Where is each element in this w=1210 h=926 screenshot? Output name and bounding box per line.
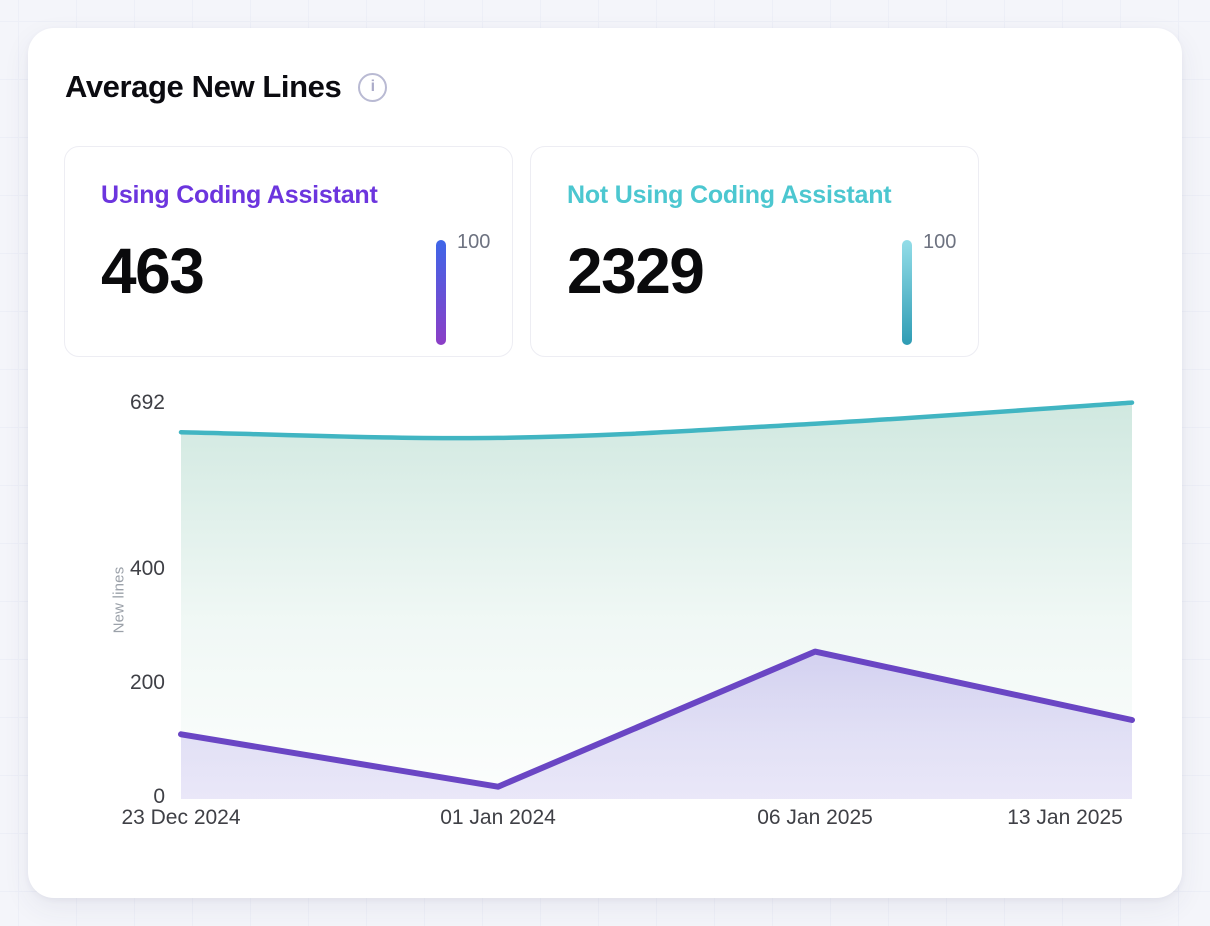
stat-label: Using Coding Assistant (101, 181, 378, 209)
scale-max-label: 100 (923, 231, 957, 253)
stat-value: 463 (101, 235, 205, 307)
x-tick-label: 01 Jan 2024 (440, 806, 556, 829)
stat-card-using-assistant: Using Coding Assistant 463 100 (64, 146, 513, 357)
trend-chart[interactable]: 692 400 200 0 23 Dec 2024 01 Jan 2024 06 Jan … (28, 28, 1182, 898)
x-tick-label: 06 Jan 2025 (757, 806, 873, 829)
gradient-scale-bar (902, 240, 912, 345)
average-new-lines-card: Average New Lines i Using Coding Assista… (28, 28, 1182, 898)
info-icon[interactable]: i (358, 72, 388, 102)
gradient-scale-bar (436, 240, 446, 345)
stat-label: Not Using Coding Assistant (567, 181, 892, 209)
card-header: Average New Lines i (65, 69, 388, 104)
y-tick-label: 400 (129, 557, 165, 580)
x-tick-label: 23 Dec 2024 (121, 806, 241, 829)
scale-max-label: 100 (457, 231, 491, 253)
trend-chart-svg (178, 400, 1135, 799)
x-tick-label: 13 Jan 2025 (1007, 806, 1123, 829)
y-tick-label: 692 (129, 390, 165, 414)
stat-value: 2329 (567, 235, 705, 307)
y-tick-label: 200 (129, 671, 165, 694)
stat-card-not-using-assistant: Not Using Coding Assistant 2329 100 (530, 146, 979, 357)
y-tick-label: 0 (153, 785, 165, 808)
y-axis-title: New lines (110, 566, 128, 634)
page-title: Average New Lines (65, 69, 342, 104)
